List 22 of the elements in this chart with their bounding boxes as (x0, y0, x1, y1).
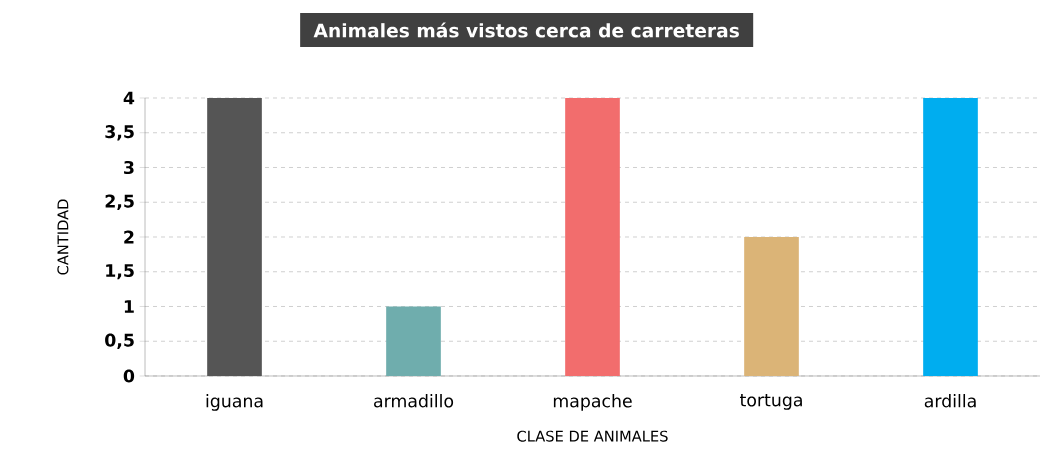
y-tick-label: 3 (124, 160, 134, 175)
y-tick-label: 4 (123, 91, 135, 105)
x-tick-label: armadillo (374, 394, 454, 408)
y-tick-label: 2 (124, 230, 134, 244)
y-tick-label: 3,5 (105, 125, 134, 141)
x-axis-title: CLASE DE ANIMALES (517, 430, 668, 442)
bar (386, 306, 441, 376)
bar (565, 97, 620, 376)
bar (744, 236, 799, 376)
bar (923, 97, 978, 376)
x-tick-label: mapache (553, 394, 632, 411)
bar (207, 97, 262, 376)
x-tick-label: tortuga (739, 394, 802, 410)
y-tick-label: 0 (123, 369, 135, 383)
y-tick-label: 1,5 (106, 264, 134, 280)
y-tick-label: 1 (124, 300, 134, 313)
x-tick-label: iguana (206, 394, 263, 411)
x-tick-label: ardilla (924, 394, 976, 408)
chart-title: Animales más vistos cerca de carreteras (313, 22, 739, 38)
y-tick-label: 2,5 (105, 194, 134, 210)
y-axis-title: CANTIDAD (57, 199, 69, 275)
y-tick-label: 0,5 (105, 333, 134, 349)
